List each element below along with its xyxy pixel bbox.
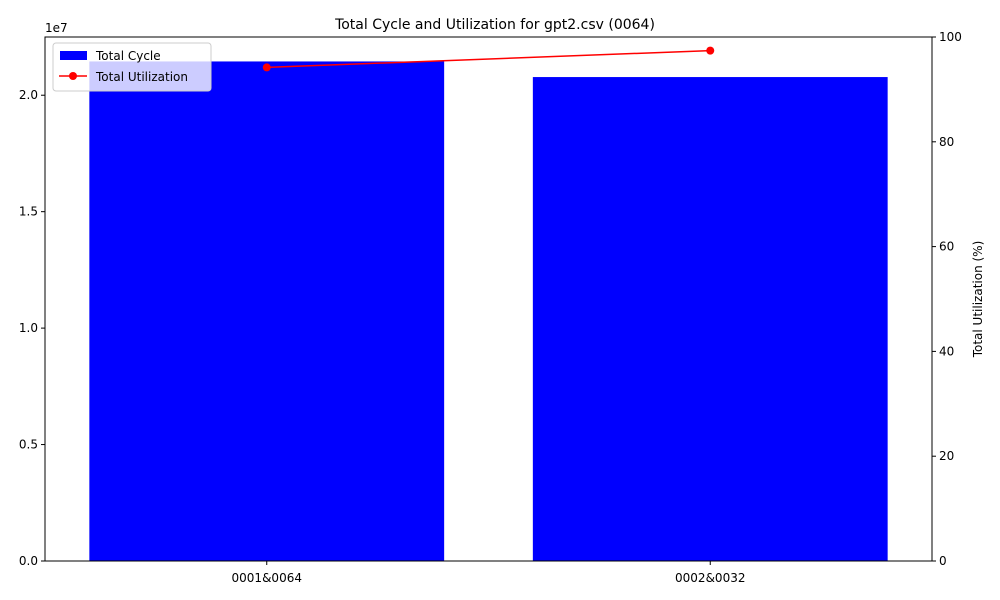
right-tick-label: 80 — [939, 135, 954, 149]
legend-bar-swatch — [60, 51, 87, 60]
bar-00010064 — [89, 61, 445, 561]
legend: Total Cycle Total Utilization — [52, 42, 212, 92]
legend-box — [52, 42, 212, 92]
right-tick-label: 100 — [939, 30, 962, 44]
left-tick-label: 1.5 — [19, 205, 38, 219]
left-tick-label: 0.5 — [19, 438, 38, 452]
right-y-axis: 0 20 40 60 80 100 — [932, 30, 962, 568]
left-y-axis: 0.0 0.5 1.0 1.5 2.0 — [19, 88, 45, 568]
x-axis: 0001&0064 0002&0032 — [232, 561, 745, 585]
chart-title: Total Cycle and Utilization for gpt2.csv… — [334, 17, 655, 33]
left-tick-label: 0.0 — [19, 554, 38, 568]
right-tick-label: 60 — [939, 240, 954, 254]
left-axis-exponent-label: 1e7 — [45, 21, 68, 35]
plot-area — [44, 36, 933, 562]
plot-frame — [44, 36, 933, 562]
right-tick-label: 40 — [939, 344, 954, 358]
legend-label-total-utilization: Total Utilization — [95, 70, 188, 84]
x-tick-label: 0001&0064 — [232, 571, 302, 585]
right-y-axis-label: Total Utilization (%) — [971, 241, 985, 359]
right-tick-label: 20 — [939, 449, 954, 463]
legend-marker-swatch — [69, 72, 77, 80]
left-tick-label: 1.0 — [19, 321, 38, 335]
bar-00020032 — [532, 77, 888, 562]
right-tick-label: 0 — [939, 554, 947, 568]
utilization-line — [266, 49, 711, 69]
utilization-point — [262, 63, 271, 72]
x-tick-label: 0002&0032 — [675, 571, 745, 585]
left-tick-label: 2.0 — [19, 88, 38, 102]
utilization-point — [706, 46, 715, 55]
legend-label-total-cycle: Total Cycle — [95, 49, 161, 63]
